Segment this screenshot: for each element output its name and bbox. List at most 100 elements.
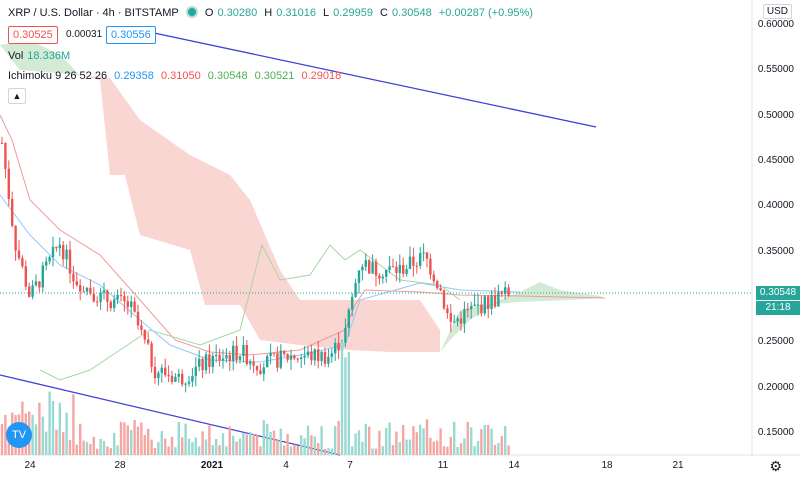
candle-body — [459, 318, 463, 324]
volume-bar — [317, 442, 320, 455]
candle-body — [218, 354, 221, 361]
candle-body — [323, 351, 327, 364]
volume-bar — [96, 448, 99, 455]
volume-bar — [476, 441, 480, 455]
time-tick-label: 21 — [672, 460, 684, 471]
candle-body — [11, 198, 14, 226]
candle-body — [82, 291, 85, 293]
candle-body — [187, 381, 191, 384]
sell-button[interactable]: 0.30525 — [8, 26, 58, 44]
candle-body — [493, 295, 497, 307]
candle-body — [228, 355, 231, 361]
volume-bar — [463, 438, 466, 455]
candle-body — [157, 372, 160, 379]
buy-button[interactable]: 0.30556 — [106, 26, 156, 44]
volume-bar — [133, 419, 136, 455]
countdown-tag: 21:18 — [756, 301, 800, 315]
volume-bar — [187, 438, 191, 455]
candle-body — [306, 351, 310, 356]
candle-body — [504, 287, 507, 295]
tradingview-logo-icon[interactable]: TV — [6, 422, 32, 448]
volume-bar — [453, 421, 456, 455]
volume-bar — [279, 428, 282, 455]
candle-body — [466, 309, 469, 311]
symbol-title[interactable]: XRP / U.S. Dollar · 4h · BITSTAMP — [8, 7, 179, 19]
ichimoku-cloud-green-left — [0, 40, 80, 75]
change-value: +0.00287 (+0.95%) — [438, 7, 533, 19]
candle-body — [347, 309, 350, 328]
low-value: 0.29959 — [333, 7, 373, 19]
volume-bar — [109, 448, 112, 455]
volume-bar — [119, 421, 123, 455]
time-tick-label: 7 — [347, 460, 353, 471]
volume-bar — [4, 414, 7, 455]
candle-body — [198, 358, 201, 367]
candle-body — [463, 309, 466, 324]
volume-bar — [425, 419, 429, 455]
gear-icon[interactable]: ⚙ — [769, 458, 782, 474]
ichimoku-senkou-b — [0, 114, 606, 356]
open-value: 0.30280 — [217, 7, 258, 19]
volume-bar — [378, 430, 381, 455]
volume-bar — [368, 426, 371, 455]
candle-body — [487, 296, 490, 309]
volume-bar — [38, 402, 41, 455]
volume-bar — [381, 446, 384, 455]
volume-bar — [320, 426, 323, 455]
volume-bar — [470, 427, 473, 455]
candle-body — [344, 327, 347, 343]
trend-line-upper — [139, 29, 597, 128]
volume-bar — [385, 427, 388, 455]
candle-body — [357, 270, 361, 283]
volume-bar — [89, 444, 92, 455]
candle-body — [310, 351, 313, 361]
volume-bar — [269, 431, 272, 455]
time-tick-label: 2021 — [200, 460, 224, 471]
volume-bar — [85, 442, 89, 455]
volume-bar — [130, 429, 133, 455]
candle-body — [4, 143, 7, 169]
candle-body — [439, 288, 442, 291]
price-tick-label: 0.35000 — [757, 245, 794, 257]
candle-body — [507, 287, 510, 296]
candle-body — [368, 260, 371, 274]
candle-body — [490, 295, 493, 309]
volume-bar — [160, 431, 163, 455]
volume-bar — [429, 437, 432, 455]
volume-bar — [487, 424, 490, 455]
volume-legend[interactable]: Vol 18.336M — [8, 50, 71, 62]
candle-body — [378, 275, 381, 279]
volume-bar — [55, 429, 58, 455]
candle-body — [476, 304, 480, 306]
candle-body — [85, 287, 89, 292]
volume-bar — [507, 445, 510, 455]
volume-bar — [283, 445, 286, 455]
volume-bar — [504, 426, 507, 455]
candle-body — [215, 354, 218, 356]
volume-bar — [361, 441, 364, 455]
chevron-up-icon[interactable]: ▲ — [8, 88, 26, 104]
volume-bar — [126, 425, 129, 455]
currency-label[interactable]: USD — [762, 4, 792, 19]
candle-body — [320, 351, 323, 361]
candle-body — [211, 355, 214, 368]
candle-body — [398, 264, 401, 273]
market-status-icon — [185, 6, 198, 18]
candle-body — [259, 370, 262, 374]
volume-bar — [395, 431, 398, 455]
candle-body — [184, 383, 187, 385]
price-tick-label: 0.20000 — [757, 381, 794, 393]
candle-body — [0, 142, 4, 144]
candle-body — [279, 350, 282, 368]
candle-body — [480, 304, 483, 314]
volume-bar — [99, 438, 102, 455]
volume-bar — [249, 431, 252, 455]
volume-bar — [167, 446, 170, 455]
candle-body — [28, 286, 31, 297]
ichimoku-legend[interactable]: Ichimoku 9 26 52 26 0.29358 0.31050 0.30… — [8, 70, 342, 82]
candle-body — [283, 350, 286, 354]
candle-body — [89, 287, 92, 294]
volume-bar — [340, 341, 344, 455]
candle-body — [221, 358, 225, 361]
